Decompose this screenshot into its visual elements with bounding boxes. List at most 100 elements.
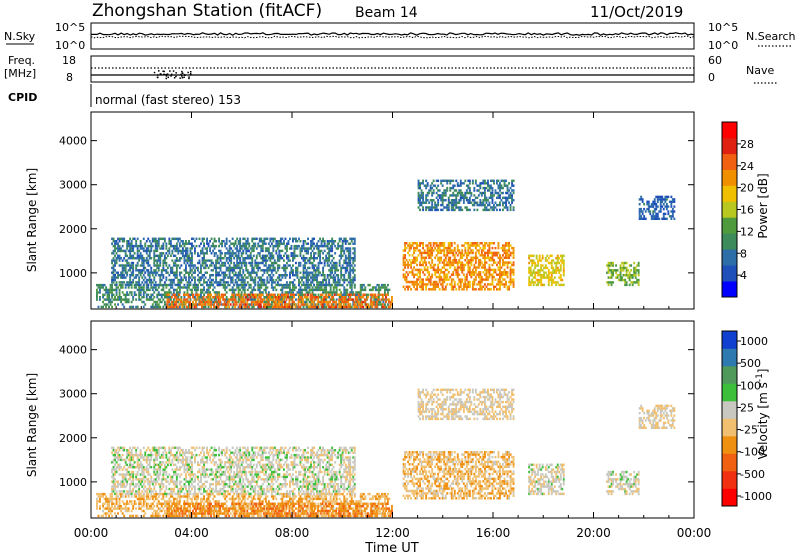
data-cell xyxy=(178,244,181,248)
data-cell xyxy=(508,280,511,284)
data-cell xyxy=(126,298,129,301)
data-cell xyxy=(479,259,482,262)
data-cell xyxy=(234,271,237,274)
data-cell xyxy=(295,237,297,241)
data-cell xyxy=(334,240,337,243)
data-cell xyxy=(162,298,165,301)
data-cell xyxy=(491,208,494,212)
data-cell xyxy=(347,257,350,260)
data-cell xyxy=(288,300,291,304)
data-cell xyxy=(290,269,293,272)
data-cell xyxy=(437,246,440,250)
data-cell xyxy=(118,296,121,299)
data-cell xyxy=(264,296,267,299)
data-cell xyxy=(499,271,501,274)
data-cell xyxy=(270,305,273,309)
data-cell xyxy=(316,247,319,250)
data-cell xyxy=(496,191,498,195)
data-cell xyxy=(127,286,130,289)
data-cell xyxy=(224,286,227,289)
data-cell xyxy=(323,259,326,262)
data-cell xyxy=(267,298,270,301)
data-cell xyxy=(106,291,109,294)
data-cell xyxy=(207,298,210,301)
data-cell xyxy=(117,274,120,277)
data-cell xyxy=(305,278,308,282)
data-cell xyxy=(301,244,303,248)
data-cell xyxy=(237,266,240,270)
data-cell xyxy=(311,261,314,265)
data-cell xyxy=(552,271,555,274)
freq-panel: Freq. [MHz] 18 8 60 0 Nave xyxy=(4,54,778,84)
data-cell xyxy=(493,261,495,264)
data-cell xyxy=(228,257,231,260)
data-cell xyxy=(419,186,422,190)
data-cell xyxy=(420,203,423,207)
data-cell xyxy=(437,203,440,207)
data-cell xyxy=(236,264,239,267)
data-cell xyxy=(312,303,315,306)
data-cell xyxy=(258,286,261,289)
data-cell xyxy=(497,261,500,264)
data-cell xyxy=(294,305,297,309)
data-cell xyxy=(183,286,186,289)
data-cell xyxy=(262,298,265,301)
data-cell xyxy=(317,247,320,250)
data-cell xyxy=(216,293,219,297)
data-cell xyxy=(619,266,622,270)
data-cell xyxy=(348,293,351,297)
data-cell xyxy=(111,261,114,265)
data-cell xyxy=(422,246,425,250)
data-cell xyxy=(287,293,289,297)
nave-dot xyxy=(187,71,189,74)
data-cell xyxy=(499,201,501,204)
data-cell xyxy=(178,266,181,270)
data-cell xyxy=(355,300,358,304)
data-cell xyxy=(364,288,367,292)
data-cell xyxy=(665,217,668,221)
data-cell xyxy=(487,184,489,187)
data-cell xyxy=(295,293,297,297)
data-cell xyxy=(138,298,141,301)
data-cell xyxy=(473,199,476,202)
data-cell xyxy=(360,303,363,306)
data-cell xyxy=(499,278,501,281)
data-cell xyxy=(261,291,264,294)
data-cell xyxy=(607,264,610,267)
data-cell xyxy=(249,261,252,265)
data-cell xyxy=(455,288,458,291)
data-cell xyxy=(437,285,440,289)
data-cell xyxy=(379,293,382,297)
data-cell xyxy=(431,208,434,212)
data-cell xyxy=(150,296,153,299)
data-cell xyxy=(144,291,147,294)
data-cell xyxy=(144,303,147,306)
data-cell xyxy=(183,269,186,272)
data-cell xyxy=(647,200,650,204)
data-cell xyxy=(497,278,500,281)
data-cell xyxy=(450,280,453,284)
data-cell xyxy=(230,254,233,258)
data-cell xyxy=(314,303,317,306)
data-cell xyxy=(311,296,314,299)
data-cell xyxy=(500,179,503,183)
data-cell xyxy=(364,286,367,289)
data-cell xyxy=(215,259,218,262)
data-cell xyxy=(162,266,165,270)
data-cell xyxy=(307,247,310,250)
data-cell xyxy=(362,293,365,297)
data-cell xyxy=(637,271,640,274)
data-cell xyxy=(165,242,168,245)
data-cell xyxy=(179,298,182,301)
data-cell xyxy=(496,288,498,291)
data-cell xyxy=(461,278,464,281)
data-cell xyxy=(391,296,393,299)
data-cell xyxy=(288,305,291,309)
data-cell xyxy=(329,244,332,248)
data-cell xyxy=(441,201,444,204)
data-cell xyxy=(251,276,254,279)
data-cell xyxy=(653,200,656,204)
data-cell xyxy=(428,191,431,195)
data-cell xyxy=(420,256,423,260)
data-cell xyxy=(141,257,144,260)
